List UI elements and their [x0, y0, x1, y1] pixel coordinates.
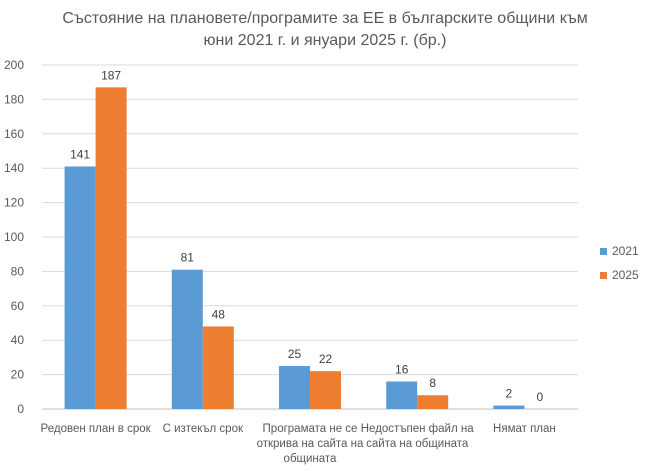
chart-title-line-1: Състояние на плановете/програмите за ЕЕ …	[62, 10, 588, 27]
data-label-2021: 16	[395, 362, 409, 376]
bar-2021	[386, 381, 418, 409]
y-tick-label: 180	[4, 92, 24, 106]
data-label-2021: 81	[181, 251, 195, 265]
x-tick-label: открива на сайта на	[257, 438, 364, 450]
y-tick-label: 0	[17, 402, 24, 416]
legend-item-2025: 2025	[600, 263, 639, 287]
chart-title: Състояние на плановете/програмите за ЕЕ …	[0, 8, 650, 52]
y-tick-label: 20	[11, 368, 25, 382]
legend: 2021 2025	[600, 239, 639, 287]
data-label-2025: 22	[319, 352, 333, 366]
y-tick-label: 80	[11, 264, 25, 278]
data-label-2025: 8	[429, 376, 436, 390]
legend-label-2025: 2025	[612, 268, 639, 282]
bar-2021	[279, 366, 310, 409]
x-tick-label: С изтекъл срок	[163, 423, 244, 435]
chart-title-line-2: юни 2021 г. и януари 2025 г. (бр.)	[203, 32, 447, 49]
bar-2021	[171, 269, 203, 409]
bar-2025	[95, 87, 127, 410]
data-label-2021: 2	[506, 387, 513, 401]
data-label-2025: 187	[101, 68, 121, 82]
legend-item-2021: 2021	[600, 239, 639, 263]
y-tick-label: 160	[4, 127, 24, 141]
x-tick-label: Нямат план	[493, 423, 556, 435]
y-tick-label: 60	[11, 299, 25, 313]
x-tick-label: Програмата не се	[263, 423, 358, 435]
legend-swatch-2025	[600, 271, 607, 279]
data-label-2025: 48	[212, 307, 226, 321]
x-tick-label: Недостъпен файл на	[361, 423, 474, 435]
bar-2021	[64, 166, 96, 409]
bar-2025	[202, 326, 234, 409]
data-label-2025: 0	[537, 390, 544, 404]
x-tick-label: сайта на общината	[366, 438, 469, 450]
data-label-2021: 141	[70, 147, 90, 161]
y-tick-label: 140	[4, 161, 24, 175]
y-tick-label: 120	[4, 196, 24, 210]
y-tick-label: 100	[4, 230, 24, 244]
bar-2021	[493, 405, 525, 409]
bar-2025	[310, 371, 341, 409]
x-tick-label: Редовен план в срок	[41, 423, 152, 435]
y-tick-label: 200	[4, 58, 24, 72]
bar-2025	[417, 395, 449, 409]
x-tick-label: общината	[284, 453, 337, 465]
data-label-2021: 25	[288, 347, 302, 361]
legend-swatch-2021	[600, 247, 607, 255]
y-tick-label: 40	[11, 333, 25, 347]
legend-label-2021: 2021	[612, 244, 639, 258]
